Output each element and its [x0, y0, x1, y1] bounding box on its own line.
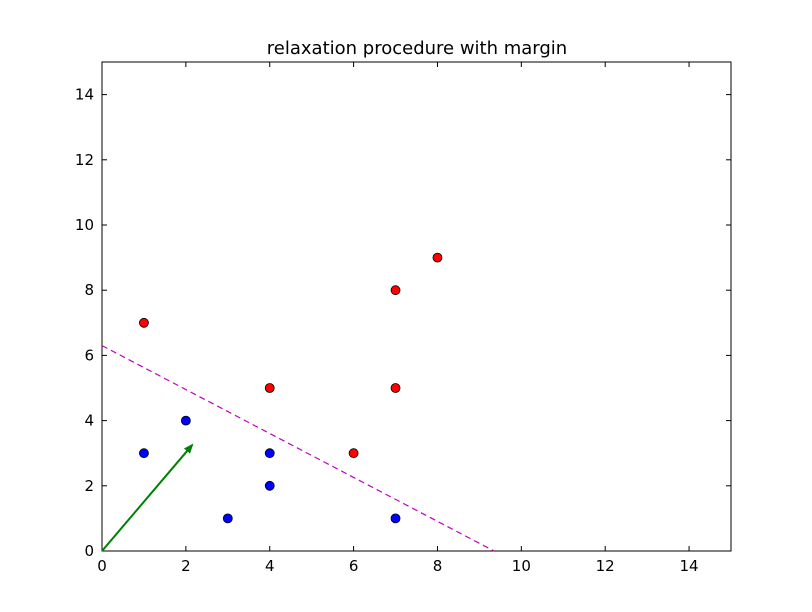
blue-point: [222, 513, 233, 524]
y-tick-label: 10: [75, 216, 94, 234]
x-tick-label: 8: [433, 557, 443, 575]
y-tick-label: 8: [84, 281, 94, 299]
y-tick-label: 12: [75, 151, 94, 169]
weight-vector-arrow: [101, 443, 194, 552]
x-tick-label: 6: [349, 557, 359, 575]
y-tick-label: 2: [84, 477, 94, 495]
blue-point: [264, 448, 275, 459]
red-point: [432, 252, 443, 263]
y-tick-label: 4: [84, 412, 94, 430]
red-point: [264, 383, 275, 393]
blue-point: [390, 513, 401, 524]
x-tick-label: 12: [596, 557, 615, 575]
blue-point: [139, 448, 149, 459]
axes-frame: [101, 61, 732, 552]
y-tick-label: 0: [84, 542, 94, 560]
red-point: [348, 448, 359, 459]
y-tick-label: 14: [75, 86, 94, 104]
blue-point: [264, 480, 275, 491]
x-tick-label: 14: [680, 557, 699, 575]
plot-area: 0 2 4 6 8 10 12 14 0 2 4 6 8 10 12 14: [75, 61, 732, 575]
decision-boundary-line: [101, 345, 495, 552]
x-tick-label: 4: [265, 557, 275, 575]
x-tick-label: 10: [512, 557, 531, 575]
red-point: [139, 317, 149, 328]
y-tick-label: 6: [84, 346, 94, 364]
x-tick-label: 0: [97, 557, 107, 575]
red-point: [390, 285, 401, 296]
x-tick-label: 2: [181, 557, 191, 575]
blue-point: [180, 415, 191, 426]
chart-title: relaxation procedure with margin: [267, 38, 567, 59]
red-point: [390, 383, 401, 393]
